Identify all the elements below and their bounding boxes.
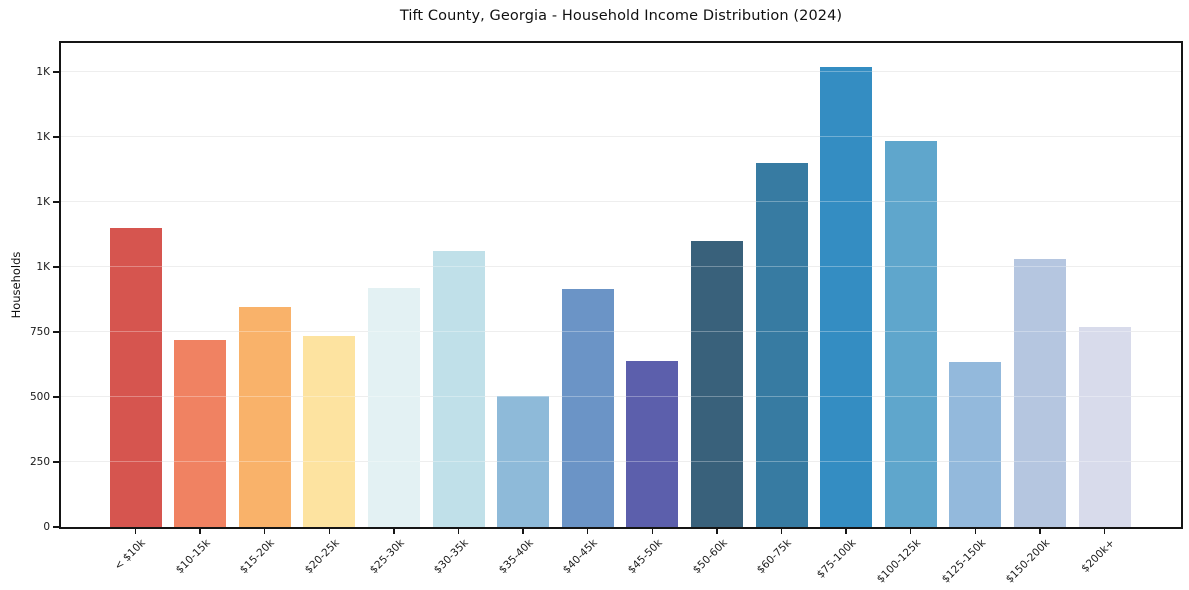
y-tick-label: 1K (36, 65, 50, 78)
y-tick-label: 1K (36, 260, 50, 273)
bar-14 (1013, 259, 1066, 527)
x-tick-mark (586, 529, 589, 534)
plot-area: 0 250 500 750 1K 1K 1K 1K < $10k $10-15k $15-20k $2… (30, 41, 1183, 586)
x-tick-mark (1103, 529, 1106, 534)
gridline (61, 331, 1181, 333)
bar-9 (690, 240, 743, 527)
x-tick-label: $35-40k (496, 537, 536, 577)
bar-2 (238, 307, 291, 527)
x-tick-mark (263, 529, 266, 534)
x-tick-label: $10-15k (173, 537, 213, 577)
chart-title: Tift County, Georgia - Household Income … (399, 8, 843, 24)
gridline (61, 461, 1181, 463)
x-tick-mark (457, 529, 460, 534)
x-tick-label: $75-100k (814, 537, 859, 581)
y-tick-mark (53, 396, 59, 398)
gridline (61, 201, 1181, 203)
y-tick-mark (53, 136, 59, 138)
y-tick-label: 0 (43, 521, 50, 533)
y-tick-mark (53, 201, 59, 203)
x-tick-mark (393, 529, 395, 534)
y-tick-mark (53, 331, 59, 333)
bar-5 (432, 251, 485, 527)
y-tick-label: 1K (36, 195, 50, 208)
x-tick-mark (780, 529, 783, 534)
y-tick-mark (53, 71, 59, 73)
x-tick-mark (1039, 529, 1041, 534)
x-tick-mark (134, 529, 137, 534)
bar-13 (949, 361, 1002, 527)
bar-1 (174, 339, 227, 527)
x-tick-mark (651, 529, 654, 534)
y-axis-label: Households (9, 251, 23, 319)
gridline (61, 266, 1181, 268)
x-tick-mark (974, 529, 977, 534)
bar-8 (626, 360, 679, 527)
x-tick-mark (199, 529, 201, 534)
x-tick-mark (716, 529, 718, 534)
gridline (61, 71, 1181, 73)
x-tick-label: $100-125k (874, 537, 924, 586)
bar-4 (367, 287, 420, 527)
x-tick-label: $20-25k (302, 537, 342, 577)
y-tick-label: 1K (36, 130, 50, 143)
bar-6 (497, 395, 550, 527)
gridline (61, 136, 1181, 138)
y-tick-label: 250 (29, 455, 50, 468)
x-tick-label: $25-30k (367, 537, 407, 577)
bar-15 (1078, 326, 1131, 527)
bar-7 (561, 289, 614, 527)
x-tick-mark (909, 529, 912, 534)
x-tick-label: $40-45k (561, 537, 601, 577)
x-tick-label: < $10k (112, 537, 148, 573)
x-tick-label: $125-150k (939, 537, 988, 586)
y-tick-label: 750 (29, 325, 50, 338)
x-tick-mark (328, 529, 331, 534)
x-tick-label: $15-20k (238, 537, 278, 577)
bar-12 (884, 140, 937, 527)
x-tick-label: $200k+ (1079, 537, 1117, 575)
y-tick-mark (53, 526, 59, 528)
y-tick-label: 500 (29, 390, 50, 403)
x-tick-label: $50-60k (690, 537, 730, 577)
bar-0 (109, 227, 162, 527)
bar-10 (755, 162, 808, 527)
x-tick-label: $45-50k (625, 537, 665, 577)
x-tick-mark (845, 529, 847, 534)
x-tick-mark (522, 529, 524, 534)
x-tick-label: $150-200k (1003, 537, 1053, 586)
x-tick-label: $30-35k (431, 537, 471, 577)
bar-3 (303, 335, 356, 527)
bar-11 (820, 66, 873, 527)
x-tick-label: $60-75k (754, 537, 794, 577)
y-tick-mark (53, 461, 59, 463)
y-tick-mark (53, 266, 59, 268)
gridline (61, 396, 1181, 398)
